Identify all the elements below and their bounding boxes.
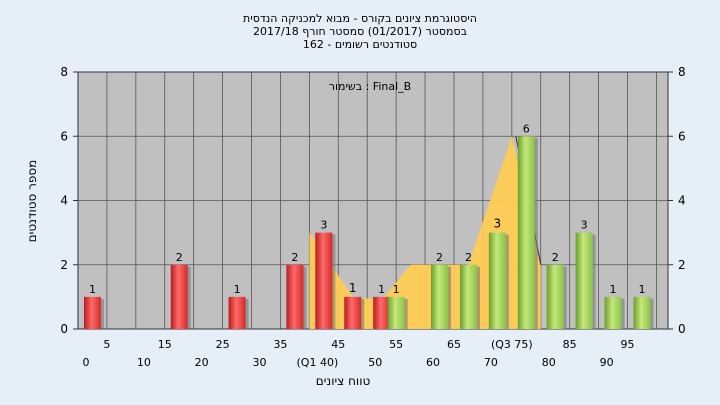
x-tick-label-upper: 95 xyxy=(621,338,635,351)
x-tick-label-upper: 45 xyxy=(331,338,345,351)
histogram-bar xyxy=(373,296,391,329)
histogram-bar xyxy=(315,232,333,329)
histogram-bar xyxy=(228,296,246,329)
y-tick-label-left: 2 xyxy=(60,258,68,272)
x-tick-label-lower: 60 xyxy=(426,356,440,369)
x-tick-label-upper: 5 xyxy=(103,338,110,351)
x-tick-label-lower: 0 xyxy=(83,356,90,369)
histogram-bar xyxy=(286,264,304,329)
bar-value-label: 2 xyxy=(176,251,183,264)
bar-value-label: 1 xyxy=(378,283,385,296)
legend-text: בשימור : Final_B xyxy=(329,80,411,93)
x-tick-label-upper: 65 xyxy=(447,338,461,351)
y-tick-label-right: 0 xyxy=(678,322,686,336)
bar-value-label: 3 xyxy=(581,219,588,232)
x-tick-label-lower: 80 xyxy=(542,356,556,369)
histogram-bar xyxy=(604,296,622,329)
y-axis-label: מספר סטודנטים xyxy=(25,160,39,243)
chart-title-line3: סטודנטים רשומים - 162 xyxy=(302,38,418,51)
histogram-bar xyxy=(344,296,362,329)
y-tick-label-left: 0 xyxy=(60,322,68,336)
y-tick-label-right: 8 xyxy=(678,65,686,79)
histogram-bar xyxy=(633,296,651,329)
histogram-bar xyxy=(431,264,449,329)
bar-value-label: 1 xyxy=(393,283,400,296)
histogram-bar xyxy=(575,232,593,329)
x-tick-label-lower: 30 xyxy=(253,356,267,369)
area-overlay xyxy=(309,136,541,329)
histogram-bar xyxy=(83,296,101,329)
y-tick-label-left: 8 xyxy=(60,65,68,79)
x-tick-label-upper: 85 xyxy=(563,338,577,351)
histogram-bar xyxy=(387,296,405,329)
bar-value-label: 1 xyxy=(638,283,645,296)
x-tick-label-upper: (Q3 75) xyxy=(491,338,533,351)
chart-title-line2: בסמסטר (01/2017) סמסטר חורף 2017/18 xyxy=(253,25,467,38)
x-tick-label-lower: 70 xyxy=(484,356,498,369)
x-tick-label-lower: (Q1 40) xyxy=(297,356,339,369)
bar-value-label: 3 xyxy=(320,219,327,232)
bar-value-label: 2 xyxy=(465,251,472,264)
x-tick-label-upper: 25 xyxy=(216,338,230,351)
bar-value-label: 6 xyxy=(523,122,530,135)
y-tick-label-right: 2 xyxy=(678,258,686,272)
x-tick-label-upper: 15 xyxy=(158,338,172,351)
bar-value-label: 1 xyxy=(234,283,241,296)
bar-value-label: 1 xyxy=(89,283,96,296)
histogram-bar xyxy=(459,264,477,329)
bar-value-label: 1 xyxy=(349,281,357,295)
y-tick-label-left: 6 xyxy=(60,129,68,143)
histogram-bar xyxy=(546,264,564,329)
histogram-bar xyxy=(488,232,506,329)
bar-value-label: 2 xyxy=(291,251,298,264)
y-tick-label-right: 4 xyxy=(678,194,686,208)
x-tick-label-lower: 50 xyxy=(368,356,382,369)
histogram-bar xyxy=(170,264,188,329)
bar-value-label: 2 xyxy=(552,251,559,264)
bar-value-label: 2 xyxy=(436,251,443,264)
histogram-bar xyxy=(517,136,535,329)
x-tick-label-lower: 90 xyxy=(600,356,614,369)
chart-title-line1: היסטוגרמת ציונים בקורס - מבוא למכניקה הנ… xyxy=(243,12,477,25)
y-tick-label-right: 6 xyxy=(678,129,686,143)
x-tick-label-lower: 10 xyxy=(137,356,151,369)
x-tick-label-lower: 20 xyxy=(195,356,209,369)
y-tick-label-left: 4 xyxy=(60,194,68,208)
x-axis-label: טווח ציונים xyxy=(316,374,371,388)
bar-value-label: 3 xyxy=(494,217,502,231)
bar-value-label: 1 xyxy=(610,283,617,296)
x-tick-label-upper: 35 xyxy=(273,338,287,351)
x-tick-label-upper: 55 xyxy=(389,338,403,351)
